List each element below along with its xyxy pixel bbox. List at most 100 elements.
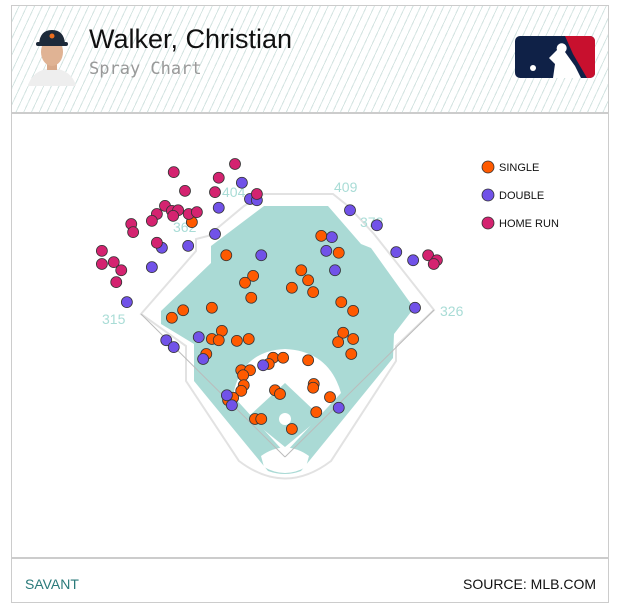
hit-point-double <box>325 231 338 244</box>
hit-point-single <box>347 304 360 317</box>
hit-point-single <box>230 334 243 347</box>
source-label: SOURCE: MLB.COM <box>462 576 596 592</box>
hit-point-home-run <box>229 158 241 170</box>
hit-point-home-run <box>250 188 263 200</box>
ballpark-field <box>139 193 436 480</box>
hit-point-single <box>177 304 190 317</box>
hit-point-home-run <box>422 249 435 262</box>
hit-point-single <box>212 334 225 347</box>
legend-item-home-run: HOME RUN <box>481 216 559 230</box>
hit-point-double <box>407 254 420 267</box>
hit-point-home-run <box>150 236 163 249</box>
hit-point-home-run <box>95 244 108 257</box>
hit-point-single <box>332 246 345 259</box>
hit-point-single <box>337 326 350 339</box>
hit-point-double <box>320 244 333 257</box>
legend-item-single: SINGLE <box>481 160 539 174</box>
hit-point-home-run <box>179 184 191 197</box>
hit-point-single <box>307 286 320 299</box>
hit-point-single <box>307 381 320 394</box>
hit-point-single <box>274 388 286 400</box>
hit-point-single <box>324 391 336 404</box>
hit-point-double <box>192 331 205 344</box>
hit-point-home-run <box>190 206 203 219</box>
hit-point-double <box>225 399 238 412</box>
hit-point-double <box>390 246 403 259</box>
hit-point-single <box>247 269 260 282</box>
hit-point-single <box>242 333 255 345</box>
hit-point-single <box>302 274 315 287</box>
hit-point-single <box>302 354 315 367</box>
hit-point-double <box>160 334 173 347</box>
hit-point-double <box>212 201 225 214</box>
hit-point-double <box>145 261 158 274</box>
hit-point-single <box>205 301 218 314</box>
legend-marker-single <box>481 160 495 174</box>
hit-point-home-run <box>110 276 123 289</box>
hit-point-double <box>344 204 356 217</box>
hit-point-double <box>209 228 221 240</box>
hit-point-single <box>220 249 233 262</box>
hit-point-single <box>239 276 251 289</box>
right-foul-line <box>284 309 435 458</box>
hit-point-single <box>295 264 308 277</box>
distance-label-cf: 409 <box>334 179 358 195</box>
hit-point-double <box>220 389 233 402</box>
hit-point-double <box>329 264 341 277</box>
legend-marker-double <box>481 188 495 202</box>
footer: SAVANT SOURCE: MLB.COM <box>12 557 608 604</box>
header: Walker, Christian Spray Chart <box>12 6 608 114</box>
spray-chart: 315 362 404 409 373 326 SINGLE DOUBLE HO… <box>95 158 559 480</box>
hit-point-double <box>257 359 270 372</box>
hit-point-home-run <box>212 171 225 184</box>
hit-point-double <box>167 341 180 354</box>
hit-points <box>95 158 443 435</box>
legend-marker-home-run <box>481 216 495 230</box>
hit-point-double <box>120 296 133 309</box>
hit-point-double <box>409 301 421 314</box>
hit-point-double <box>182 239 195 252</box>
hit-point-single <box>277 351 290 364</box>
hit-point-home-run <box>115 264 128 277</box>
hit-point-single <box>237 369 250 382</box>
hit-point-single <box>315 229 328 242</box>
player-headshot <box>28 30 76 86</box>
outfield-grass <box>161 206 414 474</box>
hit-point-single <box>235 384 248 397</box>
hit-point-home-run <box>209 186 221 199</box>
hit-point-double <box>235 176 248 189</box>
legend-item-double: DOUBLE <box>481 188 544 202</box>
spray-chart-card: Walker, Christian Spray Chart 315 362 40… <box>11 5 609 603</box>
hit-point-single <box>285 281 298 294</box>
player-name: Walker, Christian <box>89 24 293 54</box>
hit-point-single <box>165 311 178 324</box>
hit-point-single <box>310 406 323 419</box>
chart-subtitle: Spray Chart <box>89 59 202 79</box>
legend-label-home-run: HOME RUN <box>499 218 559 230</box>
mlb-logo <box>515 36 595 78</box>
hit-point-double <box>332 401 345 414</box>
home-plate-area <box>261 447 309 473</box>
hit-point-home-run <box>107 256 120 269</box>
hit-point-home-run <box>167 166 180 179</box>
hit-point-double <box>370 219 383 232</box>
hit-point-home-run <box>427 258 440 270</box>
hit-point-double <box>255 249 268 262</box>
savant-link[interactable]: SAVANT <box>25 576 79 592</box>
hit-point-home-run <box>145 214 158 227</box>
hit-point-single <box>332 336 345 349</box>
legend-label-single: SINGLE <box>499 162 539 174</box>
distance-label-lf: 315 <box>102 311 126 327</box>
hit-point-home-run <box>95 258 108 270</box>
hit-point-single <box>345 348 358 360</box>
distance-label-rf: 326 <box>440 303 464 319</box>
hit-point-single <box>255 413 268 425</box>
hit-point-home-run <box>167 209 180 222</box>
hit-point-single <box>335 296 348 309</box>
hit-point-single <box>285 423 298 435</box>
legend-label-double: DOUBLE <box>499 190 544 202</box>
hit-point-single <box>347 333 360 345</box>
hit-point-single <box>245 291 258 304</box>
hit-point-double <box>197 353 210 365</box>
legend: SINGLE DOUBLE HOME RUN <box>481 160 559 230</box>
